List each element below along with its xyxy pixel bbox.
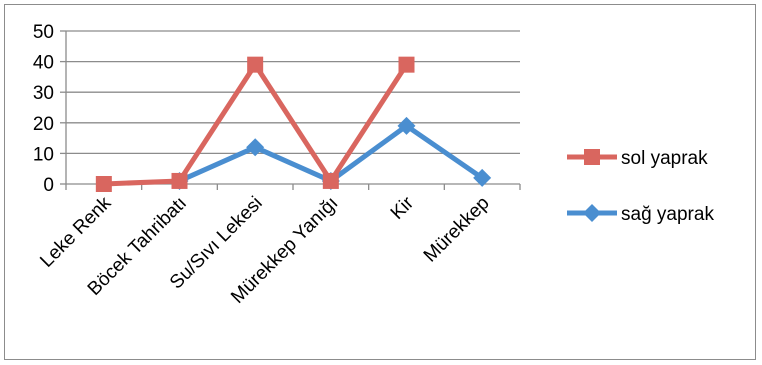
legend-marker xyxy=(583,204,601,222)
y-tick-label: 40 xyxy=(33,53,54,74)
legend-item: sağ yaprak xyxy=(567,204,714,225)
data-point xyxy=(95,176,112,192)
legend-label: sağ yaprak xyxy=(621,204,714,225)
y-tick-label: 50 xyxy=(33,22,54,43)
y-tick-label: 20 xyxy=(33,114,54,135)
data-point xyxy=(397,116,416,135)
y-tick-label: 30 xyxy=(33,83,54,104)
data-point xyxy=(247,56,264,73)
legend-item: sol yaprak xyxy=(567,148,708,169)
y-tick-label: 0 xyxy=(43,175,54,196)
grid-lines xyxy=(66,30,520,155)
x-tick-label: Mürekkep xyxy=(420,193,494,267)
y-axis-ticks: 0 10 20 30 40 50 xyxy=(33,22,66,196)
data-point xyxy=(322,172,339,189)
y-tick-label: 10 xyxy=(33,144,54,165)
legend: sol yaprak sağ yaprak xyxy=(567,148,714,225)
data-point xyxy=(171,172,188,189)
legend-label: sol yaprak xyxy=(621,148,708,169)
x-tick-label: Kir xyxy=(387,192,419,224)
series-square xyxy=(95,56,415,192)
series-layer xyxy=(95,56,492,192)
data-point xyxy=(398,56,415,73)
legend-marker xyxy=(584,149,600,165)
data-point xyxy=(246,138,265,157)
x-tick-label: Leke Renk xyxy=(36,192,115,271)
series-line xyxy=(103,62,409,187)
data-point xyxy=(473,168,492,187)
